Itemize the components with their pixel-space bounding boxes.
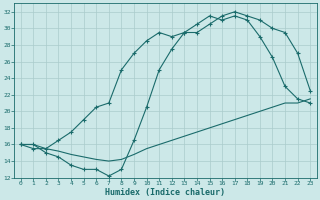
X-axis label: Humidex (Indice chaleur): Humidex (Indice chaleur) [106, 188, 226, 197]
